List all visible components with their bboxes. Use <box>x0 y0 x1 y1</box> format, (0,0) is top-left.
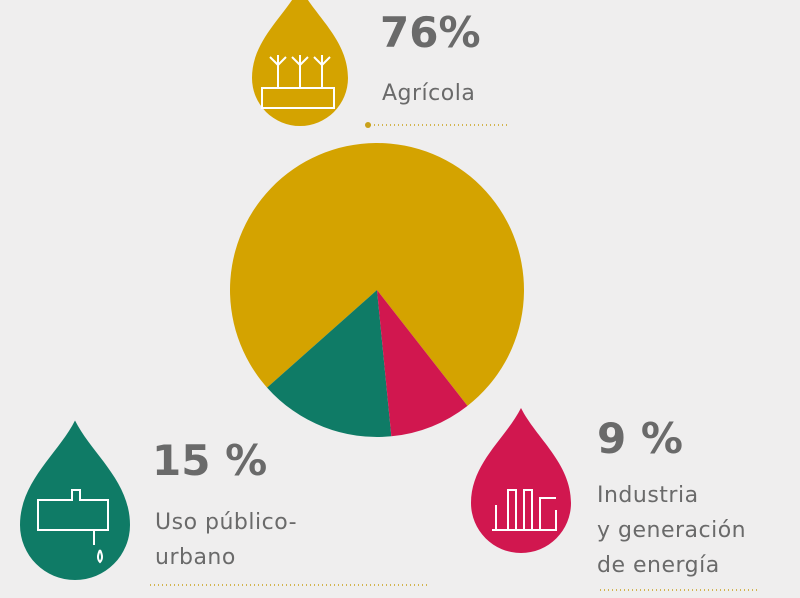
value-label: 15 % <box>152 436 268 485</box>
pie-slice <box>267 290 392 437</box>
icon <box>492 489 557 531</box>
pie-slice <box>377 290 468 437</box>
pie-slice <box>229 143 524 406</box>
pie <box>229 143 524 437</box>
dot <box>365 122 371 128</box>
drop-icon <box>19 420 130 581</box>
category-label: Agrícola <box>382 81 476 106</box>
icon <box>37 489 109 564</box>
icon <box>261 87 335 109</box>
icon <box>269 55 331 88</box>
drop-icon <box>471 408 571 553</box>
category-label: Industria y generación de energía <box>597 483 747 578</box>
value-label: 76% <box>380 8 481 57</box>
value-label: 9 % <box>597 414 683 463</box>
category-label: Uso público- urbano <box>155 510 298 570</box>
drops <box>19 0 571 581</box>
dotted-lines <box>150 124 760 591</box>
